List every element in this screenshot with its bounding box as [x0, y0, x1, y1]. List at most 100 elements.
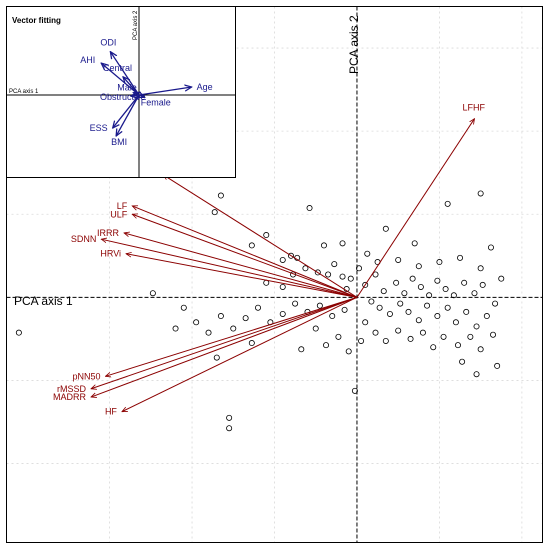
data-point: [362, 281, 369, 288]
data-point: [279, 256, 286, 263]
data-point: [382, 337, 389, 344]
data-point: [409, 275, 416, 282]
data-point: [358, 337, 365, 344]
data-point: [213, 354, 220, 361]
data-point: [424, 302, 431, 309]
data-point: [395, 256, 402, 263]
data-point: [415, 317, 422, 324]
vector-label-hf: HF: [105, 407, 117, 417]
data-point: [467, 333, 474, 340]
data-point: [452, 319, 459, 326]
vector-fitting-inset: Vector fitting PCA axis 1 PCA axis 2 ODI…: [6, 6, 236, 178]
data-point: [436, 259, 443, 266]
data-point: [292, 300, 299, 307]
inset-vector-odi: [110, 52, 140, 96]
data-point: [314, 269, 321, 276]
data-point: [473, 323, 480, 330]
data-point: [302, 265, 309, 272]
vector-irrr: [124, 233, 358, 298]
vector-vlf: [163, 175, 358, 298]
data-point: [463, 308, 470, 315]
data-point: [395, 327, 402, 334]
main-y-axis-label: PCA axis 2: [347, 15, 361, 74]
data-point: [487, 244, 494, 251]
vector-lfhf: [356, 119, 475, 298]
inset-vector-label-female: Female: [141, 97, 171, 107]
data-point: [490, 331, 497, 338]
data-point: [242, 315, 249, 322]
vector-madrr: [91, 296, 358, 397]
data-point: [364, 250, 371, 257]
data-point: [397, 300, 404, 307]
data-point: [320, 242, 327, 249]
data-point: [345, 348, 352, 355]
inset-frame: [6, 6, 236, 178]
inset-vector-age: [138, 87, 192, 96]
vector-lf: [132, 206, 358, 298]
vector-label-madrr: MADRR: [53, 392, 86, 402]
data-point: [434, 313, 441, 320]
data-point: [430, 344, 437, 351]
inset-y-axis-label: PCA axis 2: [133, 10, 139, 40]
axes: [6, 6, 543, 543]
data-point: [329, 313, 336, 320]
data-point: [356, 265, 363, 272]
data-point: [248, 242, 255, 249]
data-point: [312, 325, 319, 332]
data-point: [405, 308, 412, 315]
data-point: [477, 346, 484, 353]
data-point: [494, 362, 501, 369]
data-point: [331, 261, 338, 268]
data-point: [255, 304, 262, 311]
data-point: [347, 275, 354, 282]
data-point: [279, 283, 286, 290]
vector-pnn50: [105, 296, 358, 376]
data-point: [440, 333, 447, 340]
data-point: [442, 286, 449, 293]
data-point: [411, 240, 418, 247]
data-point: [461, 279, 468, 286]
data-point: [477, 190, 484, 197]
data-point: [372, 271, 379, 278]
data-point: [306, 205, 313, 212]
data-point: [498, 275, 505, 282]
data-point: [335, 333, 342, 340]
data-point: [454, 342, 461, 349]
data-point: [393, 279, 400, 286]
inset-title: Vector fitting: [12, 16, 61, 25]
inset-vector-label-bmi: BMI: [111, 137, 127, 147]
data-point: [316, 302, 323, 309]
vector-label-hrvi: HRVi: [100, 249, 121, 259]
data-point: [434, 277, 441, 284]
data-point: [376, 304, 383, 311]
data-point: [450, 292, 457, 299]
data-point: [483, 313, 490, 320]
data-point: [477, 265, 484, 272]
data-point: [351, 387, 358, 394]
vector-ulf: [132, 214, 358, 298]
data-point: [492, 300, 499, 307]
data-point: [279, 310, 286, 317]
data-point: [323, 342, 330, 349]
vector-sdnn: [101, 239, 358, 298]
vector-label-sdnn: SDNN: [71, 234, 97, 244]
vector-label-lf: LF: [117, 201, 128, 211]
data-point: [459, 358, 466, 365]
inset-x-axis-label: PCA axis 1: [9, 89, 39, 95]
data-point: [362, 319, 369, 326]
data-point: [226, 414, 233, 421]
hrv-vectors: LFHFVLFLFULFIRRRSDNNHRVipNN50rMSSDMADRRH…: [53, 103, 485, 417]
data-point: [415, 263, 422, 270]
inset-vector-label-odi: ODI: [100, 38, 116, 48]
inset-vector-label-central: Central: [103, 63, 132, 73]
data-point: [339, 240, 346, 247]
data-point: [341, 306, 348, 313]
inset-vector-female: [139, 95, 145, 97]
vector-label-pnn50: pNN50: [72, 371, 100, 381]
data-point: [298, 346, 305, 353]
vector-rmssd: [91, 296, 358, 388]
data-point: [372, 329, 379, 336]
data-point: [193, 319, 200, 326]
inset-vector-label-ess: ESS: [90, 123, 108, 133]
